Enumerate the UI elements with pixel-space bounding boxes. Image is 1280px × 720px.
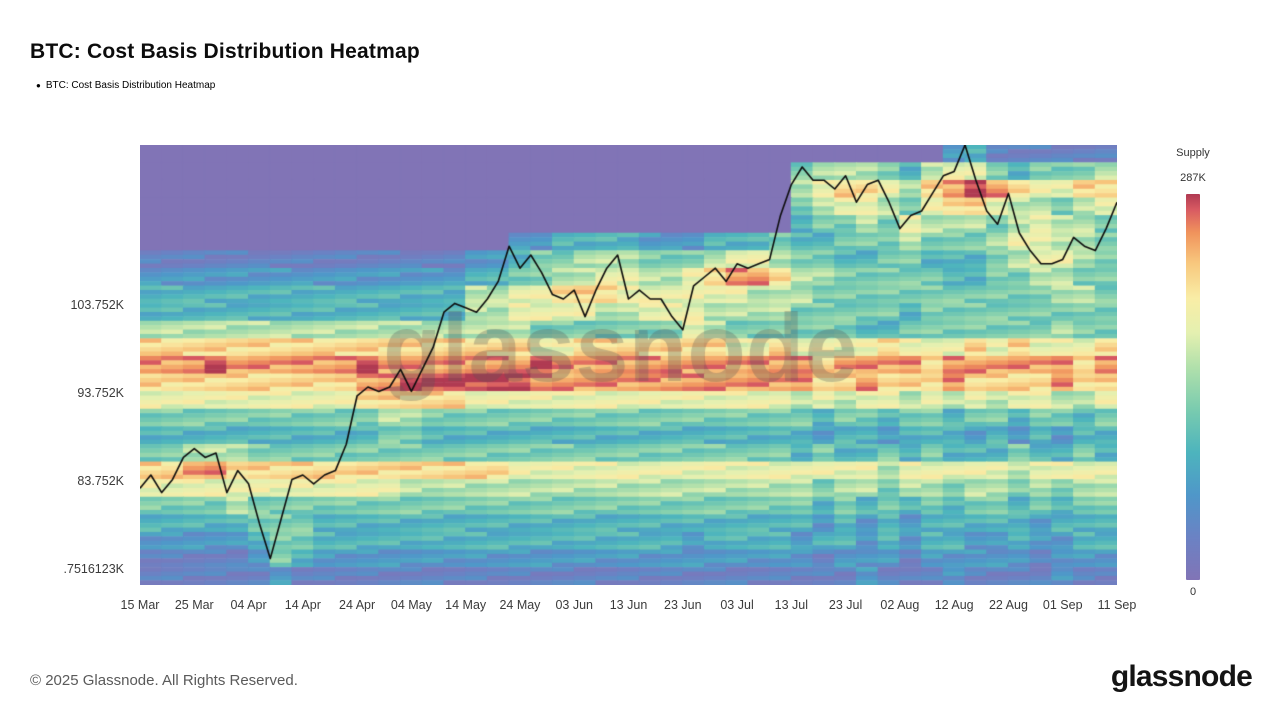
page-title: BTC: Cost Basis Distribution Heatmap bbox=[30, 40, 420, 64]
x-axis-tick-label: 23 Jul bbox=[828, 598, 863, 612]
legend-series-marker-icon: ● bbox=[36, 80, 41, 90]
x-axis-tick-label: 13 Jul bbox=[774, 598, 808, 612]
legend-item[interactable]: ● BTC: Cost Basis Distribution Heatmap bbox=[36, 80, 215, 91]
x-axis-tick-label: 24 Apr bbox=[339, 598, 376, 612]
x-axis-tick-label: 24 May bbox=[499, 598, 541, 612]
colorbar-min-label: 0 bbox=[1189, 586, 1197, 598]
footer-copyright: © 2025 Glassnode. All Rights Reserved. bbox=[30, 672, 298, 689]
x-axis-tick-label: 13 Jun bbox=[609, 598, 648, 612]
glassnode-logo: glassnode bbox=[1110, 660, 1253, 693]
x-axis-tick-label: 22 Aug bbox=[988, 598, 1028, 612]
x-axis-tick-label: 14 Apr bbox=[284, 598, 321, 612]
x-axis-tick-label: 25 Mar bbox=[174, 598, 214, 612]
y-axis-tick-label: 103.752K bbox=[70, 297, 124, 312]
x-axis-tick-label: 03 Jun bbox=[555, 598, 593, 612]
colorbar-title: Supply bbox=[1176, 147, 1210, 159]
legend-series-label: BTC: Cost Basis Distribution Heatmap bbox=[45, 80, 216, 91]
y-axis-tick-label: 83.752K bbox=[77, 473, 124, 488]
x-axis-tick-label: 04 May bbox=[390, 598, 432, 612]
x-axis-tick-label: 02 Aug bbox=[880, 598, 920, 612]
x-axis-tick-label: 03 Jul bbox=[720, 598, 754, 612]
x-axis-tick-label: 12 Aug bbox=[934, 598, 974, 612]
y-axis-tick-label: 93.752K bbox=[77, 385, 124, 400]
colorbar-max-label: 287K bbox=[1180, 172, 1206, 184]
colorbar: Supply 287K 0 bbox=[1163, 147, 1223, 598]
x-axis-tick-label: 23 Jun bbox=[664, 598, 702, 612]
x-axis-tick-label: 15 Mar bbox=[120, 598, 160, 612]
x-axis-tick-label: 04 Apr bbox=[230, 598, 267, 612]
y-axis-tick-label: .7516123K bbox=[63, 561, 124, 576]
x-axis-tick-label: 14 May bbox=[445, 598, 487, 612]
x-axis-tick-label: 01 Sep bbox=[1042, 598, 1083, 612]
colorbar-gradient bbox=[1186, 194, 1200, 580]
x-axis-tick-label: 11 Sep bbox=[1097, 598, 1137, 612]
cbd-heatmap-canvas[interactable] bbox=[140, 145, 1117, 585]
